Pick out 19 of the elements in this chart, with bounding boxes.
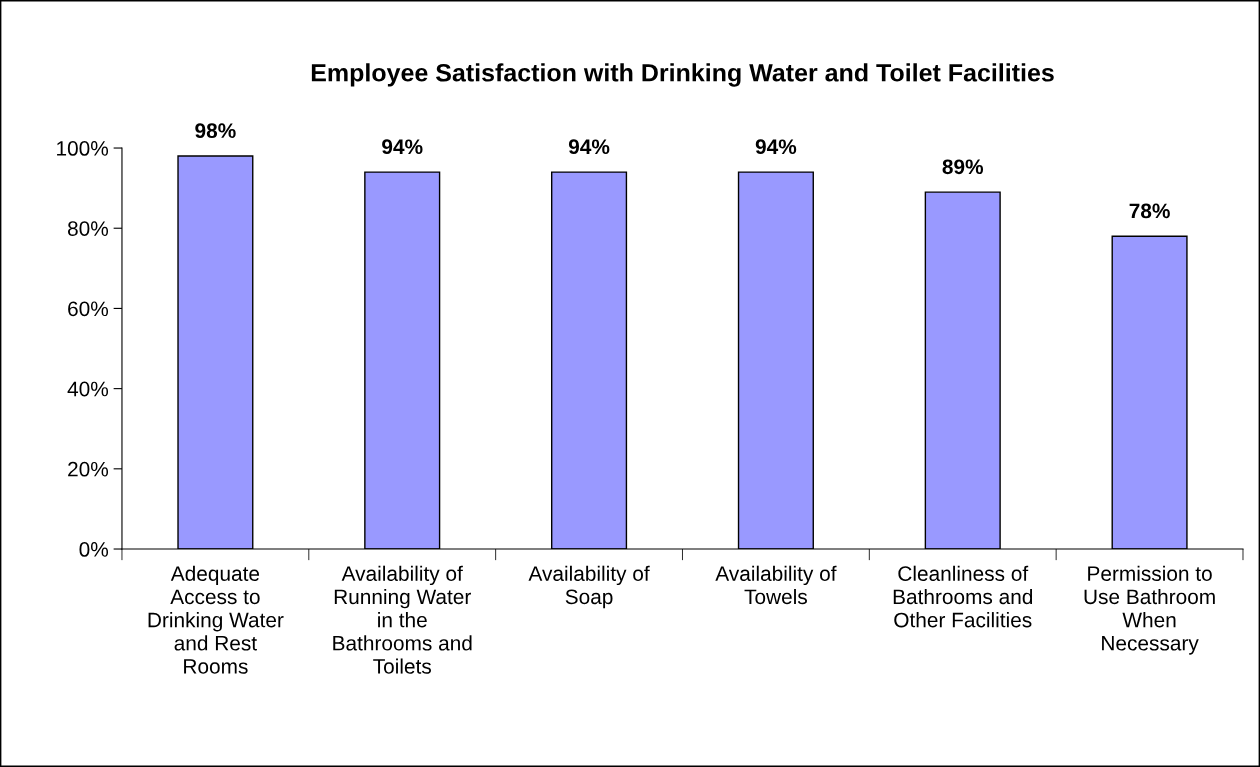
y-tick-label: 80% [67,221,109,236]
y-tick-label: 20% [68,461,109,477]
x-tick-label: Availability of Running Water in the Bathrooms and Toilets [333,565,472,674]
chart-title: Employee Satisfaction with Drinking Water and Toilet Facilities [311,63,1054,87]
y-tick-label: 40% [67,381,109,397]
x-tick-label: Availability of Towels [715,565,837,605]
data-label: 94% [382,139,423,155]
data-label: 94% [568,139,610,155]
data-label: 89% [942,159,984,175]
x-tick-label: Permission to Use Bathroom When Necessary [1084,565,1215,655]
y-tick-label: 100% [57,141,109,156]
x-tick-label: Cleanliness of Bathrooms and Other Facilities [893,565,1033,628]
x-tick-label: Availability of Soap [528,565,650,609]
y-tick-label: 0% [79,542,109,557]
data-label: 98% [195,123,236,139]
x-tick-label: Adequate Access to Drinking Water and Rest Rooms [148,565,284,674]
data-label: 94% [755,139,797,155]
data-label: 78% [1129,203,1170,219]
y-tick-label: 60% [68,301,109,317]
